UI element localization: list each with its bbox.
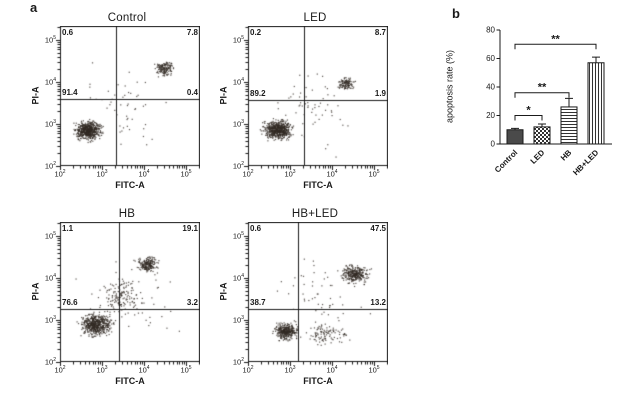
error-bar — [538, 123, 546, 127]
quadrant-lower-left-pct: 38.7 — [250, 297, 266, 307]
y-tick-label: 103 — [44, 315, 56, 325]
significance-label: ** — [551, 33, 560, 45]
quadrant-lower-right-pct: 13.2 — [370, 297, 386, 307]
quadrant-lower-right-pct: 0.4 — [186, 87, 198, 97]
error-bar — [565, 97, 573, 107]
flow-plot-hb-led: HB+LED PI-A 0.6 47.5 38.7 13.2 FITC-A 10… — [210, 208, 400, 401]
y-tick-label: 40 — [486, 83, 495, 92]
quadrant-upper-right-pct: 7.8 — [186, 28, 198, 37]
plot-title: LED — [303, 12, 327, 24]
significance-bracket — [514, 92, 570, 98]
scatter-canvas — [54, 26, 200, 172]
x-category-label: HB — [559, 148, 574, 163]
y-axis-label: PI-A — [218, 86, 229, 105]
plot-title: HB+LED — [291, 208, 339, 220]
x-category-label: LED — [529, 148, 547, 166]
x-tick-label: 103 — [96, 365, 108, 375]
bar-y-axis-label: apoptosis rate (%) — [444, 49, 455, 124]
x-tick-label: 102 — [242, 169, 254, 179]
x-tick-label: 104 — [138, 365, 150, 375]
y-tick-label: 104 — [232, 77, 244, 87]
bar-HB+LED — [587, 62, 605, 145]
y-tick-label: 60 — [486, 54, 495, 63]
quadrant-lower-left-pct: 89.2 — [250, 89, 266, 99]
panel-b-label: b — [452, 6, 460, 21]
x-category-label: HB+LED — [571, 148, 600, 177]
y-axis-label: PI-A — [218, 282, 229, 301]
y-tick-label: 105 — [232, 231, 244, 241]
quadrant-lower-left-pct: 91.4 — [62, 87, 78, 97]
y-tick-label: 102 — [44, 357, 56, 367]
bar-LED — [533, 126, 551, 145]
quadrant-lower-left-pct: 76.6 — [62, 297, 78, 307]
flow-plot-control: Control PI-A 0.6 7.8 91.4 0.4 FITC-A 102… — [22, 12, 212, 208]
plot-title: HB — [118, 208, 136, 220]
quadrant-upper-left-pct: 0.2 — [250, 28, 262, 37]
quadrant-upper-left-pct: 0.6 — [250, 224, 262, 233]
y-tick-label: 104 — [232, 273, 244, 283]
scatter-canvas — [54, 222, 200, 368]
y-tick-label: 104 — [44, 77, 56, 87]
y-tick-label: 80 — [486, 26, 495, 35]
error-bar — [592, 56, 600, 63]
quadrant-upper-right-pct: 8.7 — [374, 28, 386, 37]
quadrant-upper-right-pct: 47.5 — [370, 224, 386, 233]
y-tick-label: 103 — [44, 119, 56, 129]
x-tick-label: 104 — [326, 365, 338, 375]
scatter-canvas — [242, 222, 388, 368]
significance-bracket — [514, 43, 597, 50]
x-tick-label: 103 — [284, 169, 296, 179]
plot-title: Control — [107, 12, 147, 24]
y-tick-label: 103 — [232, 119, 244, 129]
x-axis-label: FITC-A — [115, 180, 145, 190]
significance-label: ** — [538, 82, 547, 94]
quadrant-lower-right-pct: 3.2 — [186, 297, 198, 307]
x-axis-label: FITC-A — [115, 376, 145, 386]
x-axis-label: FITC-A — [303, 376, 333, 386]
quadrant-lower-right-pct: 1.9 — [374, 89, 386, 99]
x-tick-label: 102 — [242, 365, 254, 375]
quadrant-upper-left-pct: 0.6 — [62, 28, 74, 37]
x-axis-label: FITC-A — [303, 180, 333, 190]
y-tick-label: 105 — [232, 35, 244, 45]
y-tick-label: 104 — [44, 273, 56, 283]
bar-Control — [506, 129, 524, 145]
x-tick-label: 103 — [284, 365, 296, 375]
y-tick-label: 0 — [491, 140, 496, 149]
y-axis-label: PI-A — [30, 282, 41, 301]
x-tick-label: 102 — [54, 169, 66, 179]
flow-plot-hb: HB PI-A 1.1 19.1 76.6 3.2 FITC-A 102 102 1… — [22, 208, 212, 401]
y-tick-label: 102 — [232, 161, 244, 171]
panel-a-label: a — [30, 0, 38, 15]
flow-plot-led: LED PI-A 0.2 8.7 89.2 1.9 FITC-A 102 102 1… — [210, 12, 400, 208]
y-tick-label: 102 — [232, 357, 244, 367]
bar-HB — [560, 106, 578, 145]
x-category-label: Control — [493, 148, 519, 174]
significance-bracket — [514, 115, 543, 121]
x-tick-label: 103 — [96, 169, 108, 179]
panel-b: b apoptosis rate (%) 0 20 40 60 80 Control LED… — [444, 4, 619, 254]
x-tick-label: 105 — [180, 169, 192, 179]
significance-label: * — [526, 105, 531, 117]
y-axis-label: PI-A — [30, 86, 41, 105]
x-tick-label: 104 — [138, 169, 150, 179]
x-tick-label: 105 — [368, 169, 380, 179]
quadrant-upper-left-pct: 1.1 — [62, 224, 74, 233]
y-tick-label: 105 — [44, 231, 56, 241]
quadrant-upper-right-pct: 19.1 — [182, 224, 198, 233]
scatter-canvas — [242, 26, 388, 172]
y-tick-label: 20 — [486, 111, 495, 120]
x-tick-label: 104 — [326, 169, 338, 179]
x-tick-label: 105 — [180, 365, 192, 375]
error-bar — [511, 127, 519, 130]
x-tick-label: 105 — [368, 365, 380, 375]
y-tick-label: 105 — [44, 35, 56, 45]
x-tick-label: 102 — [54, 365, 66, 375]
y-tick-label: 103 — [232, 315, 244, 325]
y-tick-label: 102 — [44, 161, 56, 171]
